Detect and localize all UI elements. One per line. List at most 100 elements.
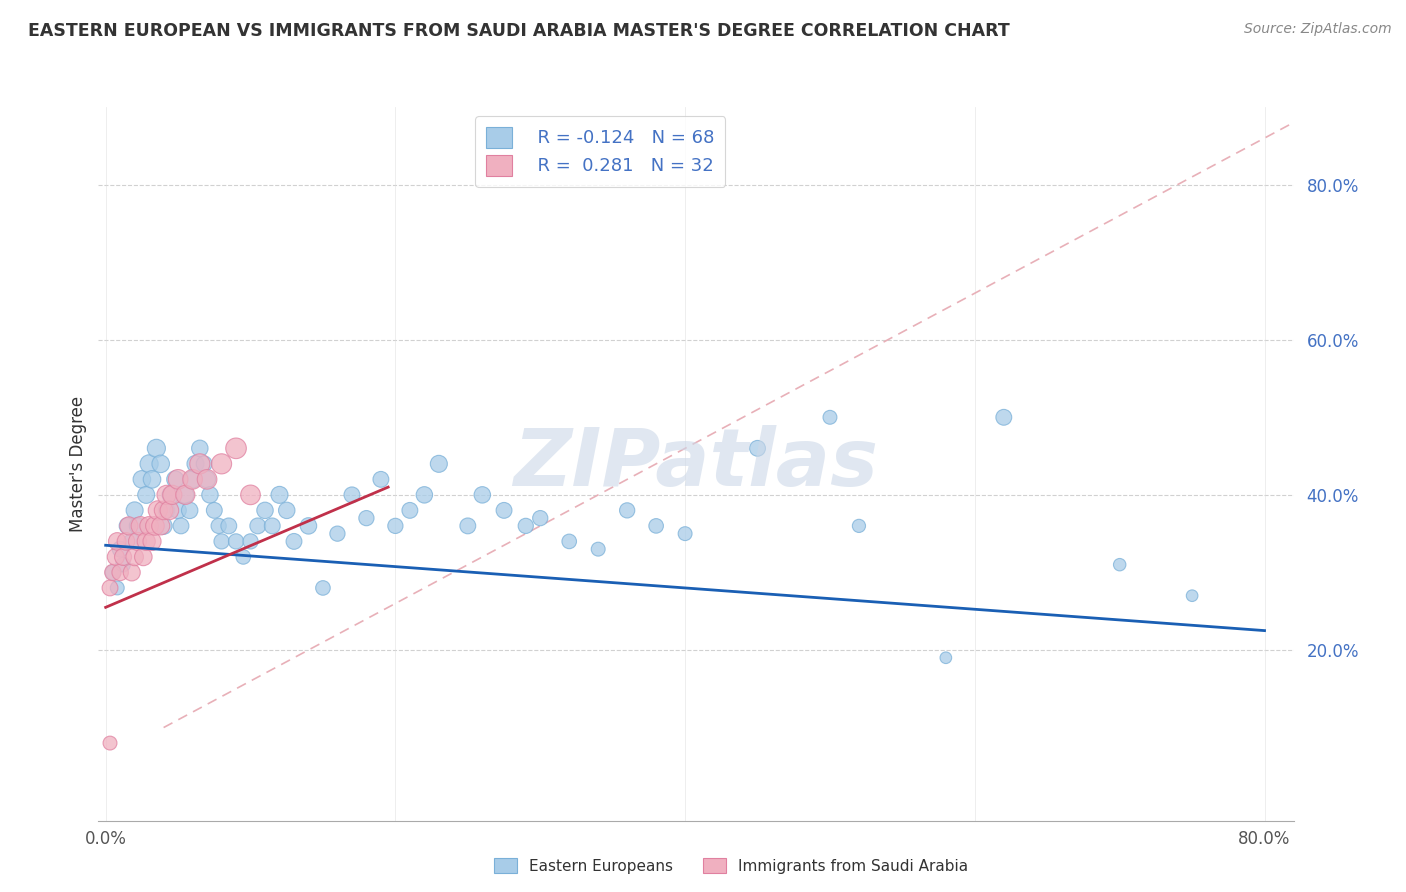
- Point: [413, 488, 436, 502]
- Y-axis label: Master's Degree: Master's Degree: [69, 396, 87, 532]
- Point: [146, 503, 169, 517]
- Point: [239, 488, 262, 502]
- Point: [645, 519, 668, 533]
- Point: [132, 549, 155, 564]
- Point: [558, 534, 581, 549]
- Point: [174, 488, 197, 502]
- Point: [152, 503, 174, 517]
- Point: [145, 442, 167, 456]
- Point: [312, 581, 335, 595]
- Legend:   R = -0.124   N = 68,   R =  0.281   N = 32: R = -0.124 N = 68, R = 0.281 N = 32: [475, 116, 725, 186]
- Point: [101, 566, 124, 580]
- Point: [370, 472, 392, 486]
- Point: [115, 534, 138, 549]
- Point: [471, 488, 494, 502]
- Point: [135, 534, 157, 549]
- Point: [155, 488, 177, 502]
- Point: [108, 566, 131, 580]
- Point: [529, 511, 551, 525]
- Point: [167, 503, 190, 517]
- Point: [193, 457, 215, 471]
- Point: [127, 519, 149, 533]
- Point: [121, 534, 143, 549]
- Point: [138, 519, 160, 533]
- Point: [160, 488, 183, 502]
- Point: [211, 534, 233, 549]
- Legend: Eastern Europeans, Immigrants from Saudi Arabia: Eastern Europeans, Immigrants from Saudi…: [488, 852, 974, 880]
- Point: [457, 519, 479, 533]
- Point: [108, 542, 131, 557]
- Point: [152, 519, 174, 533]
- Point: [181, 472, 204, 486]
- Point: [269, 488, 291, 502]
- Point: [253, 503, 276, 517]
- Point: [104, 549, 127, 564]
- Text: EASTERN EUROPEAN VS IMMIGRANTS FROM SAUDI ARABIA MASTER'S DEGREE CORRELATION CHA: EASTERN EUROPEAN VS IMMIGRANTS FROM SAUD…: [28, 22, 1010, 40]
- Point: [165, 472, 187, 486]
- Point: [848, 519, 870, 533]
- Point: [297, 519, 319, 533]
- Point: [138, 457, 160, 471]
- Point: [131, 472, 153, 486]
- Point: [208, 519, 231, 533]
- Point: [101, 566, 124, 580]
- Text: ZIPatlas: ZIPatlas: [513, 425, 879, 503]
- Point: [124, 549, 146, 564]
- Point: [399, 503, 422, 517]
- Point: [356, 511, 378, 525]
- Point: [157, 503, 180, 517]
- Point: [515, 519, 537, 533]
- Point: [188, 442, 211, 456]
- Point: [262, 519, 284, 533]
- Point: [218, 519, 240, 533]
- Point: [202, 503, 225, 517]
- Point: [188, 457, 211, 471]
- Point: [117, 519, 139, 533]
- Point: [181, 472, 204, 486]
- Point: [427, 457, 450, 471]
- Point: [105, 581, 128, 595]
- Point: [246, 519, 269, 533]
- Point: [225, 534, 247, 549]
- Point: [174, 488, 197, 502]
- Point: [384, 519, 406, 533]
- Point: [747, 442, 769, 456]
- Point: [143, 519, 166, 533]
- Point: [818, 410, 841, 425]
- Point: [993, 410, 1015, 425]
- Point: [276, 503, 298, 517]
- Point: [141, 534, 163, 549]
- Point: [225, 442, 247, 456]
- Point: [184, 457, 207, 471]
- Text: Source: ZipAtlas.com: Source: ZipAtlas.com: [1244, 22, 1392, 37]
- Point: [586, 542, 609, 557]
- Point: [195, 472, 218, 486]
- Point: [239, 534, 262, 549]
- Point: [121, 566, 143, 580]
- Point: [198, 488, 221, 502]
- Point: [340, 488, 363, 502]
- Point: [1108, 558, 1130, 572]
- Point: [167, 472, 190, 486]
- Point: [283, 534, 305, 549]
- Point: [326, 526, 349, 541]
- Point: [616, 503, 638, 517]
- Point: [118, 519, 141, 533]
- Point: [211, 457, 233, 471]
- Point: [1181, 589, 1204, 603]
- Point: [179, 503, 201, 517]
- Point: [127, 534, 149, 549]
- Point: [149, 519, 172, 533]
- Point: [149, 457, 172, 471]
- Point: [141, 472, 163, 486]
- Point: [124, 503, 146, 517]
- Point: [129, 519, 152, 533]
- Point: [195, 472, 218, 486]
- Point: [135, 488, 157, 502]
- Point: [112, 549, 135, 564]
- Point: [232, 549, 254, 564]
- Point: [112, 558, 135, 572]
- Point: [98, 736, 121, 750]
- Point: [98, 581, 121, 595]
- Point: [935, 650, 957, 665]
